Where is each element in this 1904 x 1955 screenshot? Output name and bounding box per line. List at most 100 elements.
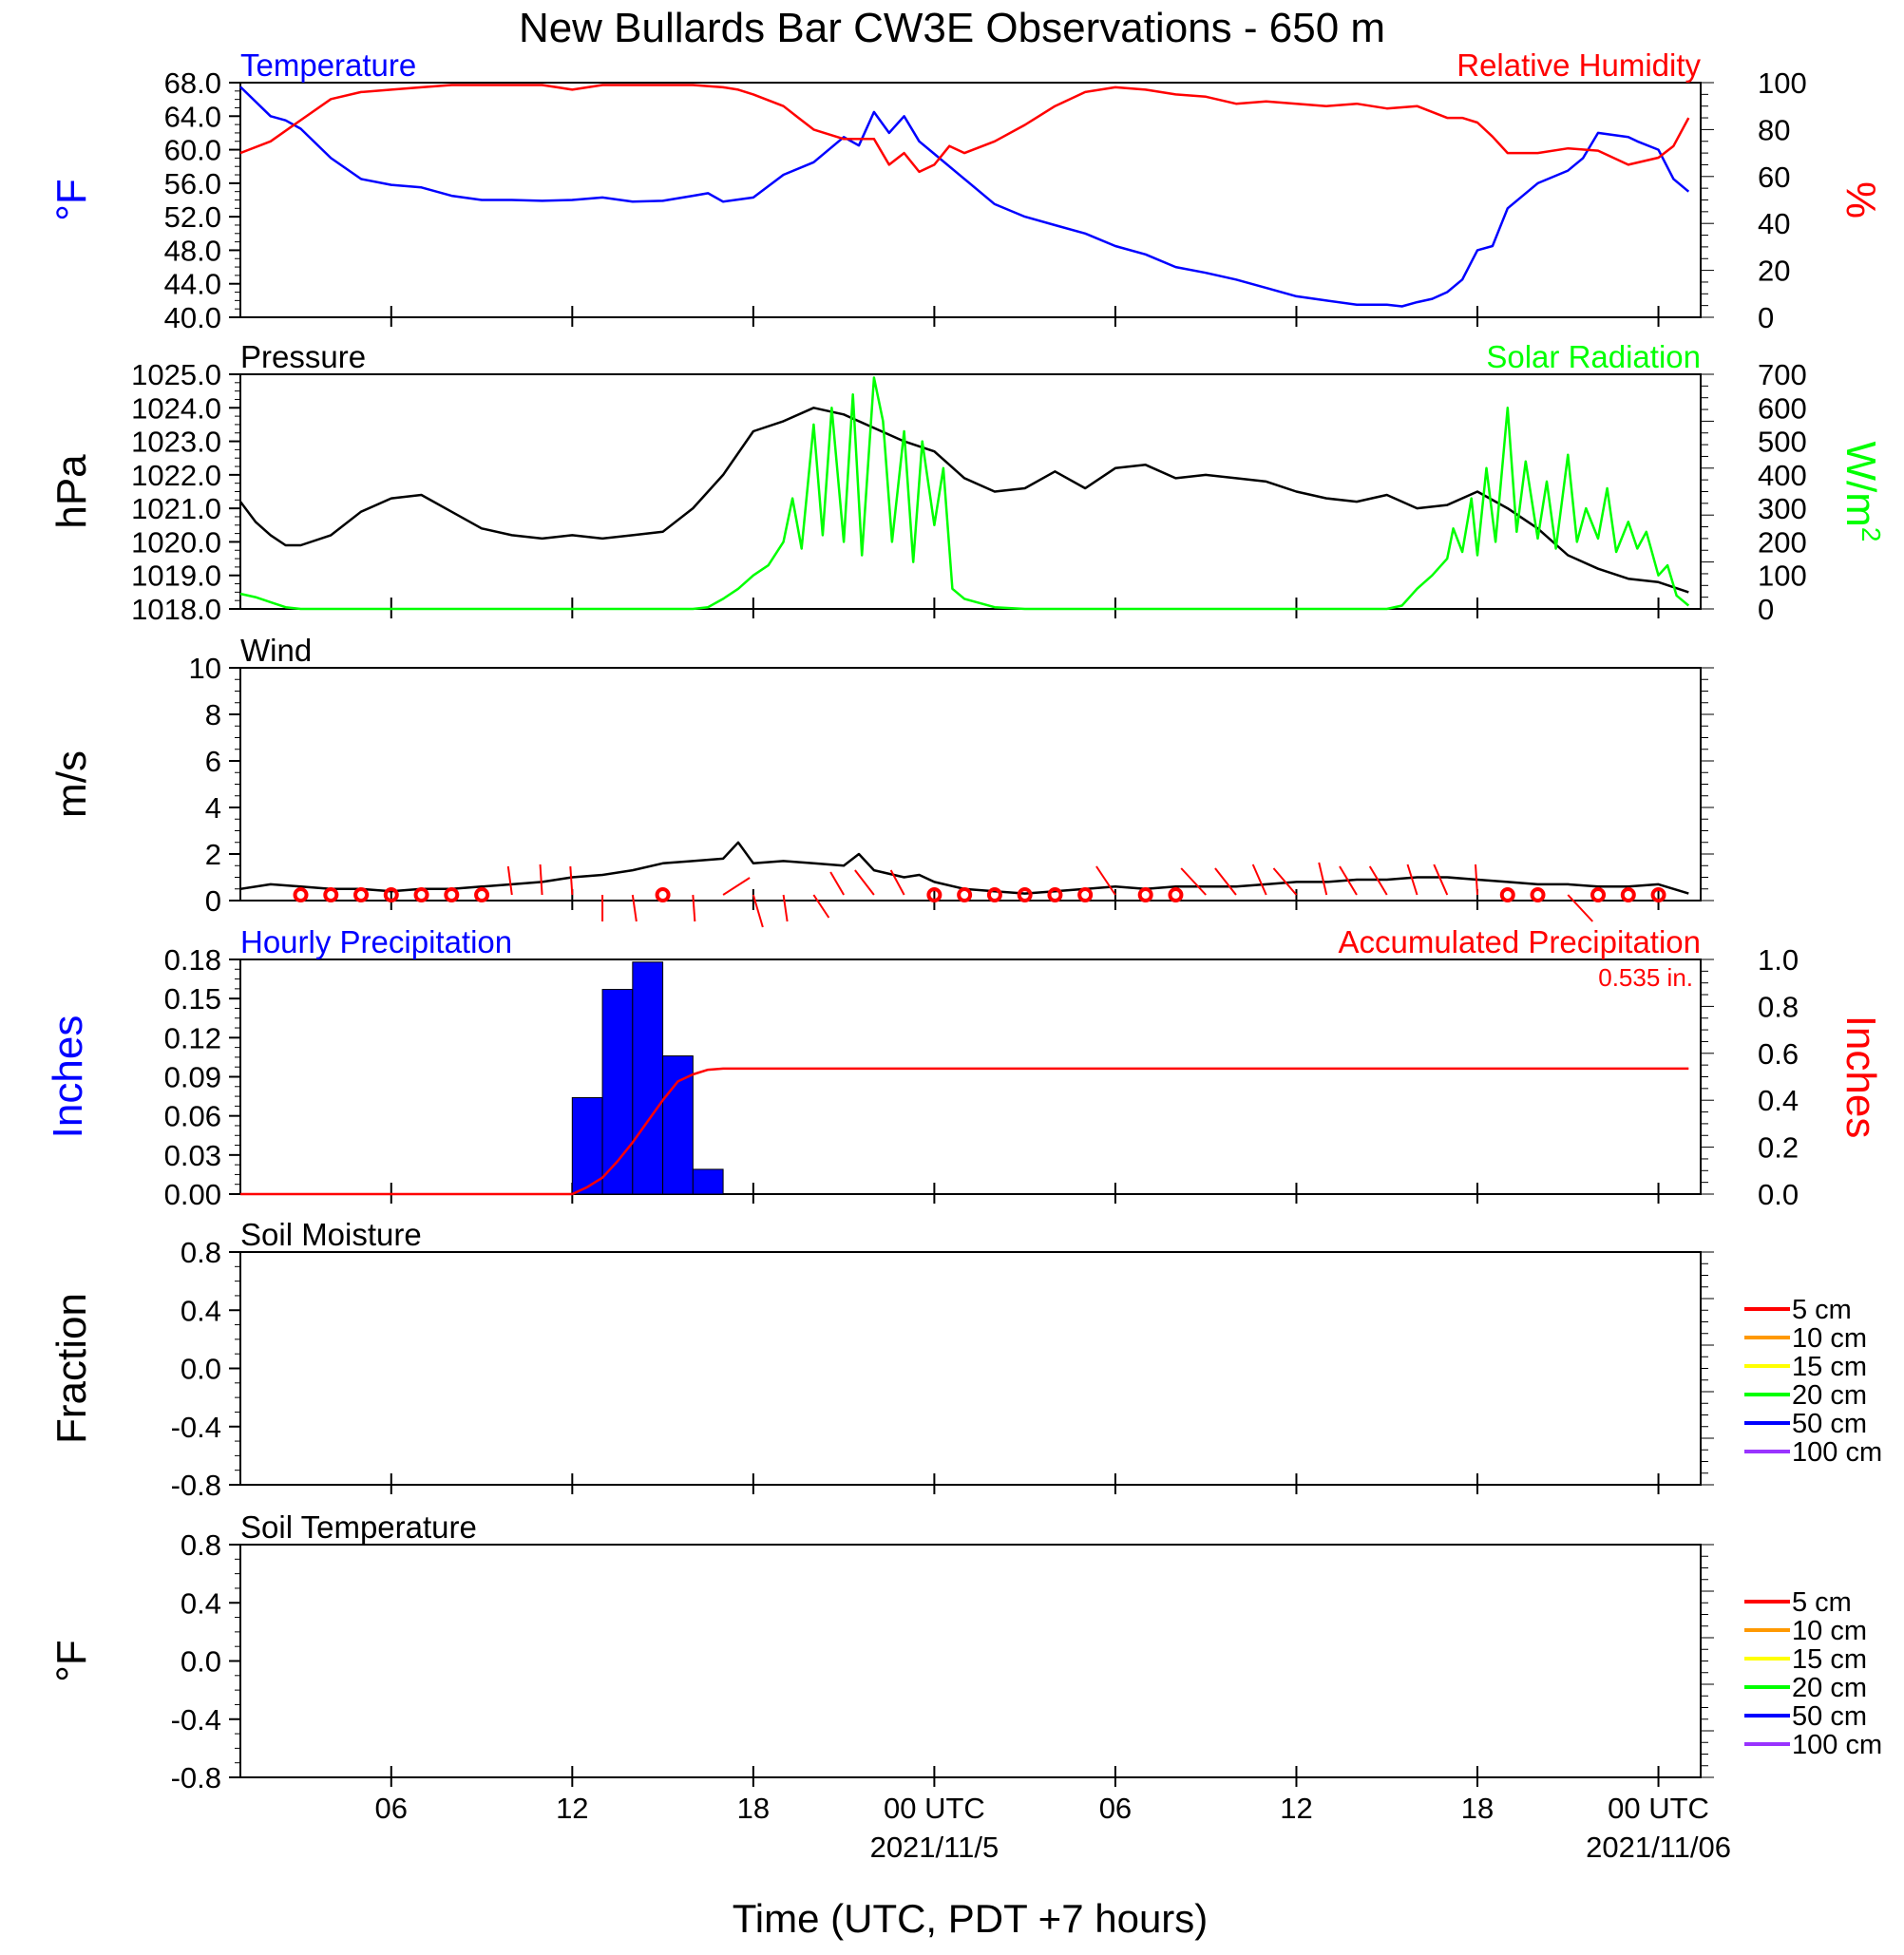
panel-left-title: Soil Temperature (240, 1509, 477, 1545)
y-right-tick-label: 80 (1758, 113, 1790, 146)
wind-barb (1318, 862, 1328, 896)
y-right-tick-label: 700 (1758, 358, 1807, 391)
y-right-tick-label: 100 (1758, 560, 1807, 593)
x-tick-label: 06 (1099, 1792, 1132, 1825)
y-tick-label: 2 (205, 838, 221, 871)
wind-calm-marker (1137, 887, 1153, 902)
y-tick-label: 0.15 (164, 982, 221, 1015)
y-tick-label: 0.4 (181, 1294, 221, 1327)
legend-label: 100 cm (1792, 1437, 1882, 1468)
wind-barb (1272, 867, 1298, 896)
wind-calm-marker (926, 887, 942, 902)
y-right-tick-label: 0.2 (1758, 1131, 1799, 1165)
y-right-tick-label: 200 (1758, 525, 1807, 559)
x-tick-label: 18 (1461, 1792, 1494, 1825)
series-line (239, 841, 1689, 895)
y-axis-label: Inches (45, 1015, 91, 1139)
y-tick-label: 1021.0 (131, 492, 221, 525)
panel-left-title: Pressure (240, 339, 366, 374)
y-axis-label: °F (48, 179, 95, 220)
wind-calm-marker (1650, 887, 1666, 902)
wind-calm-marker (293, 887, 309, 902)
y-right-tick-label: 40 (1758, 207, 1790, 240)
y-tick-label: 10 (189, 652, 221, 685)
legend-label: 15 cm (1792, 1644, 1867, 1675)
y-right-tick-label: 600 (1758, 391, 1807, 425)
panel-left-title: Soil Moisture (240, 1217, 422, 1252)
panel-0: 40.044.048.052.056.060.064.068.0 0 20 40 60 8… (48, 47, 1884, 334)
wind-barb (631, 894, 638, 922)
legend-label: 50 cm (1792, 1701, 1867, 1732)
y-tick-label: 52.0 (164, 200, 221, 234)
wind-calm-marker (1620, 887, 1636, 902)
wind-barb (539, 864, 543, 896)
wind-barb (506, 865, 513, 896)
wind-calm-marker (1017, 887, 1033, 902)
y-tick-label: 0 (205, 884, 221, 918)
legend-label: 10 cm (1792, 1616, 1867, 1646)
wind-calm-marker (474, 887, 490, 902)
wind-barb (782, 894, 789, 922)
series-line (239, 85, 1690, 308)
wind-calm-marker (1499, 887, 1515, 902)
y-axis-right-label: % (1837, 181, 1884, 218)
y-tick-label: 60.0 (164, 134, 221, 167)
wind-barb (1339, 865, 1358, 896)
precip-bar (601, 989, 634, 1195)
wind-barb (722, 877, 751, 896)
legend-label: 5 cm (1792, 1587, 1852, 1618)
y-tick-label: 64.0 (164, 100, 221, 133)
y-tick-label: 0.03 (164, 1139, 221, 1172)
wind-barb (569, 865, 574, 896)
panel-frame (239, 1544, 1702, 1778)
wind-barb (1567, 894, 1594, 922)
wind-calm-marker (1590, 887, 1607, 902)
y-right-tick-label: 0.0 (1758, 1178, 1799, 1211)
panel-3: 0.00 0.03 0.06 0.09 0.12 0.15 0.18 0.0 0.2 0.4 0.6… (45, 924, 1884, 1211)
wind-barb (1214, 867, 1237, 896)
wind-barb (829, 871, 845, 896)
y-tick-label: 0.12 (164, 1021, 221, 1054)
y-right-tick-label: 0.8 (1758, 990, 1799, 1023)
wind-barb (1251, 864, 1267, 896)
panel-right-title: Relative Humidity (1457, 47, 1701, 83)
y-tick-label: 6 (205, 745, 221, 778)
wind-barb (1095, 865, 1116, 896)
x-tick-label: 12 (556, 1792, 588, 1825)
y-axis-label: °F (48, 1640, 95, 1681)
y-tick-label: -0.8 (171, 1469, 221, 1502)
legend-label: 5 cm (1792, 1295, 1852, 1325)
panel-frame (239, 373, 1702, 610)
y-tick-label: 44.0 (164, 268, 221, 301)
x-axis-label: Time (UTC, PDT +7 hours) (733, 1896, 1209, 1941)
wind-calm-marker (1168, 887, 1184, 902)
y-right-tick-label: 0.6 (1758, 1037, 1799, 1071)
y-tick-label: 4 (205, 791, 221, 825)
y-tick-label: -0.8 (171, 1761, 221, 1794)
wind-barb (1368, 865, 1388, 896)
y-axis-label: Fraction (48, 1293, 95, 1444)
wind-barb (812, 894, 830, 919)
y-tick-label: 68.0 (164, 66, 221, 100)
y-axis-label: m/s (48, 750, 95, 818)
series-line (239, 84, 1690, 174)
wind-barb (1180, 867, 1207, 896)
y-tick-label: 8 (205, 698, 221, 731)
y-tick-label: 1020.0 (131, 525, 221, 559)
x-tick-label: 12 (1280, 1792, 1312, 1825)
y-tick-label: 0.4 (181, 1586, 221, 1620)
legend-label: 20 cm (1792, 1380, 1867, 1411)
y-right-tick-label: 0.4 (1758, 1084, 1799, 1117)
y-tick-label: 1024.0 (131, 391, 221, 425)
precip-bar (571, 1096, 603, 1195)
x-date-label: 2021/11/06 (1586, 1831, 1731, 1864)
wind-calm-marker (1530, 887, 1546, 902)
y-tick-label: 0.06 (164, 1100, 221, 1133)
y-right-tick-label: 20 (1758, 255, 1790, 288)
y-tick-label: -0.4 (171, 1703, 221, 1737)
wind-calm-marker (1047, 887, 1063, 902)
y-tick-label: 0.0 (181, 1353, 221, 1386)
